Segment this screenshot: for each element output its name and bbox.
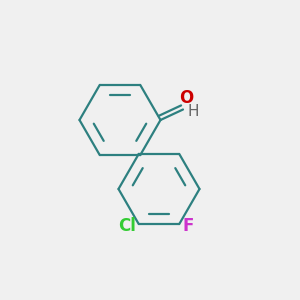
Text: F: F: [183, 218, 194, 236]
Text: H: H: [187, 103, 199, 118]
Text: Cl: Cl: [118, 218, 136, 236]
Text: O: O: [179, 89, 193, 107]
